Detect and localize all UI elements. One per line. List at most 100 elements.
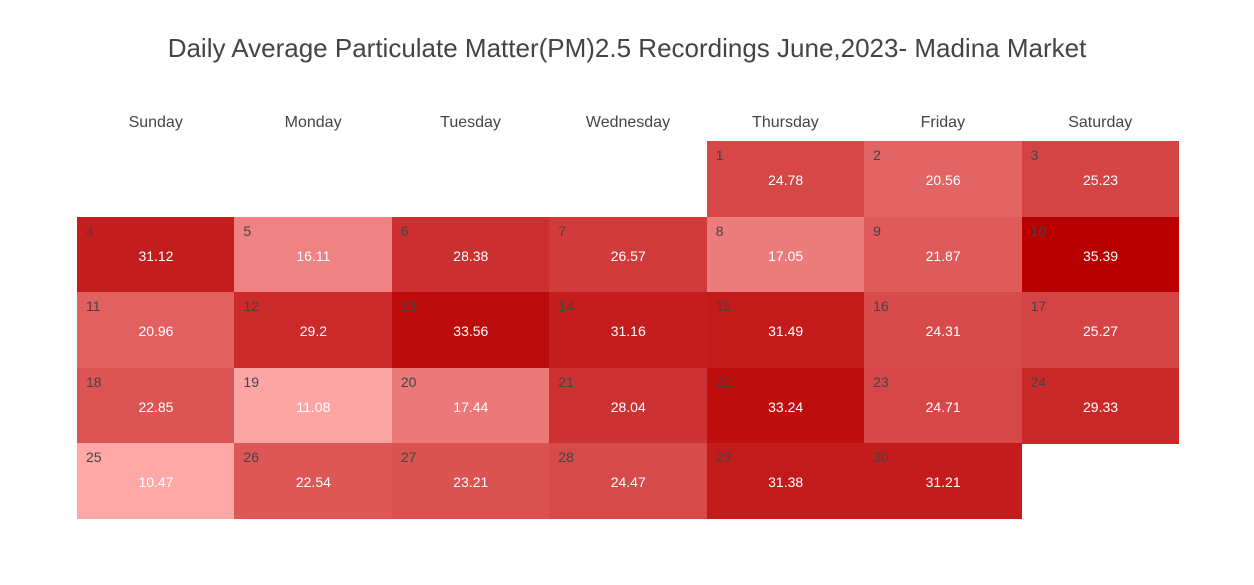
day-cell-10: 10 35.39 <box>1021 216 1180 293</box>
day-number: 23 <box>873 373 889 390</box>
day-value-label: 31.49 <box>768 323 804 340</box>
day-value-label: 24.71 <box>925 398 961 415</box>
day-value-label: 26.57 <box>610 247 646 264</box>
day-number: 13 <box>400 298 417 315</box>
weekday-header: Sunday Monday Tuesday Wednesday Thursday Frid… <box>77 114 1179 136</box>
day-value-label: 29.2 <box>299 323 327 340</box>
day-value-label: 33.24 <box>768 398 804 415</box>
day-number: 10 <box>1030 222 1047 239</box>
day-value-label: 35.39 <box>1083 247 1119 264</box>
day-number: 6 <box>400 222 409 239</box>
day-number: 3 <box>1030 147 1039 163</box>
day-value-label: 24.31 <box>925 323 961 340</box>
day-cell-24: 24 29.33 <box>1021 367 1180 444</box>
weekday-label-tuesday: Tuesday <box>440 114 501 131</box>
day-value-label: 29.33 <box>1083 398 1119 415</box>
day-number: 28 <box>558 449 574 466</box>
day-number: 26 <box>243 449 259 466</box>
day-cell-5: 5 16.11 <box>234 216 393 293</box>
weekday-label-friday: Friday <box>920 114 966 131</box>
day-value-label: 31.12 <box>138 247 174 264</box>
day-cell-12: 12 29.2 <box>234 292 393 369</box>
day-cell-2: 2 20.56 <box>864 141 1023 218</box>
day-value-label: 31.21 <box>925 474 961 491</box>
day-value-label: 17.05 <box>768 247 804 264</box>
day-number: 2 <box>873 147 881 163</box>
day-value-label: 20.56 <box>925 172 961 188</box>
day-number: 7 <box>558 222 567 239</box>
day-cell-26: 26 22.54 <box>234 443 393 520</box>
weekday-label-wednesday: Wednesday <box>585 114 671 131</box>
day-value-label: 24.47 <box>610 474 646 491</box>
day-cell-4: 4 31.12 <box>77 216 235 293</box>
day-value-label: 31.38 <box>768 474 804 491</box>
day-value-label: 11.08 <box>296 398 331 415</box>
day-value-label: 22.54 <box>295 474 331 491</box>
day-number: 12 <box>243 298 259 315</box>
day-cell-9: 9 21.87 <box>864 216 1023 293</box>
day-number: 25 <box>86 449 102 466</box>
day-number: 14 <box>558 298 574 315</box>
day-cell-15: 15 31.49 <box>706 292 865 369</box>
day-number: 15 <box>715 298 732 315</box>
day-number: 30 <box>873 449 889 466</box>
day-cell-20: 20 17.44 <box>391 367 550 444</box>
day-cell-14: 14 31.16 <box>549 292 708 369</box>
day-number: 21 <box>558 373 574 390</box>
day-cell-3: 3 25.23 <box>1021 141 1180 218</box>
day-value-label: 20.96 <box>138 323 174 340</box>
chart-title: Daily Average Particulate Matter(PM)2.5 … <box>167 33 1087 63</box>
day-cell-25: 25 10.47 <box>77 443 235 520</box>
day-number: 1 <box>715 147 724 163</box>
day-number: 24 <box>1030 373 1047 390</box>
day-value-label: 25.27 <box>1083 323 1119 340</box>
day-number: 4 <box>86 222 94 239</box>
day-value-label: 25.23 <box>1083 172 1119 188</box>
day-number: 9 <box>873 222 881 239</box>
day-value-label: 21.87 <box>925 247 961 264</box>
day-value-label: 17.44 <box>453 398 489 415</box>
day-number: 17 <box>1030 298 1047 315</box>
day-cell-17: 17 25.27 <box>1021 292 1180 369</box>
day-cell-21: 21 28.04 <box>549 367 708 444</box>
day-cell-19: 19 11.08 <box>234 367 393 444</box>
weekday-label-sunday: Sunday <box>128 114 183 131</box>
day-number: 29 <box>715 449 732 466</box>
day-number: 11 <box>86 298 101 315</box>
day-value-label: 31.16 <box>610 323 646 340</box>
calendar-heatmap: 1 24.78 2 20.56 3 25.23 4 31.12 5 16.11 6 28.38 7 26.… <box>77 141 1180 520</box>
day-number: 20 <box>400 373 417 390</box>
day-number: 5 <box>243 222 252 239</box>
day-value-label: 24.78 <box>768 172 804 188</box>
day-cell-27: 27 23.21 <box>391 443 550 520</box>
day-value-label: 10.47 <box>138 474 174 491</box>
day-value-label: 23.21 <box>453 474 489 491</box>
day-cell-13: 13 33.56 <box>391 292 550 369</box>
day-value-label: 33.56 <box>453 323 489 340</box>
day-number: 19 <box>243 373 259 390</box>
day-cell-6: 6 28.38 <box>391 216 550 293</box>
weekday-label-thursday: Thursday <box>752 114 819 131</box>
day-cell-28: 28 24.47 <box>549 443 708 520</box>
day-value-label: 28.04 <box>610 398 646 415</box>
day-number: 22 <box>715 373 732 390</box>
day-value-label: 22.85 <box>138 398 174 415</box>
weekday-label-monday: Monday <box>284 114 342 131</box>
day-value-label: 16.11 <box>296 247 331 264</box>
day-value-label: 28.38 <box>453 247 489 264</box>
weekday-label-saturday: Saturday <box>1068 114 1133 131</box>
day-cell-18: 18 22.85 <box>77 367 235 444</box>
day-number: 18 <box>86 373 102 390</box>
day-number: 27 <box>400 449 417 466</box>
day-cell-1: 1 24.78 <box>706 141 865 218</box>
day-cell-30: 30 31.21 <box>864 443 1023 520</box>
day-cell-23: 23 24.71 <box>864 367 1023 444</box>
day-cell-11: 11 20.96 <box>77 292 235 369</box>
day-cell-7: 7 26.57 <box>549 216 708 293</box>
day-number: 16 <box>873 298 889 315</box>
day-cell-8: 8 17.05 <box>706 216 865 293</box>
day-cell-29: 29 31.38 <box>706 443 865 520</box>
day-number: 8 <box>715 222 724 239</box>
day-cell-16: 16 24.31 <box>864 292 1023 369</box>
day-cell-22: 22 33.24 <box>706 367 865 444</box>
